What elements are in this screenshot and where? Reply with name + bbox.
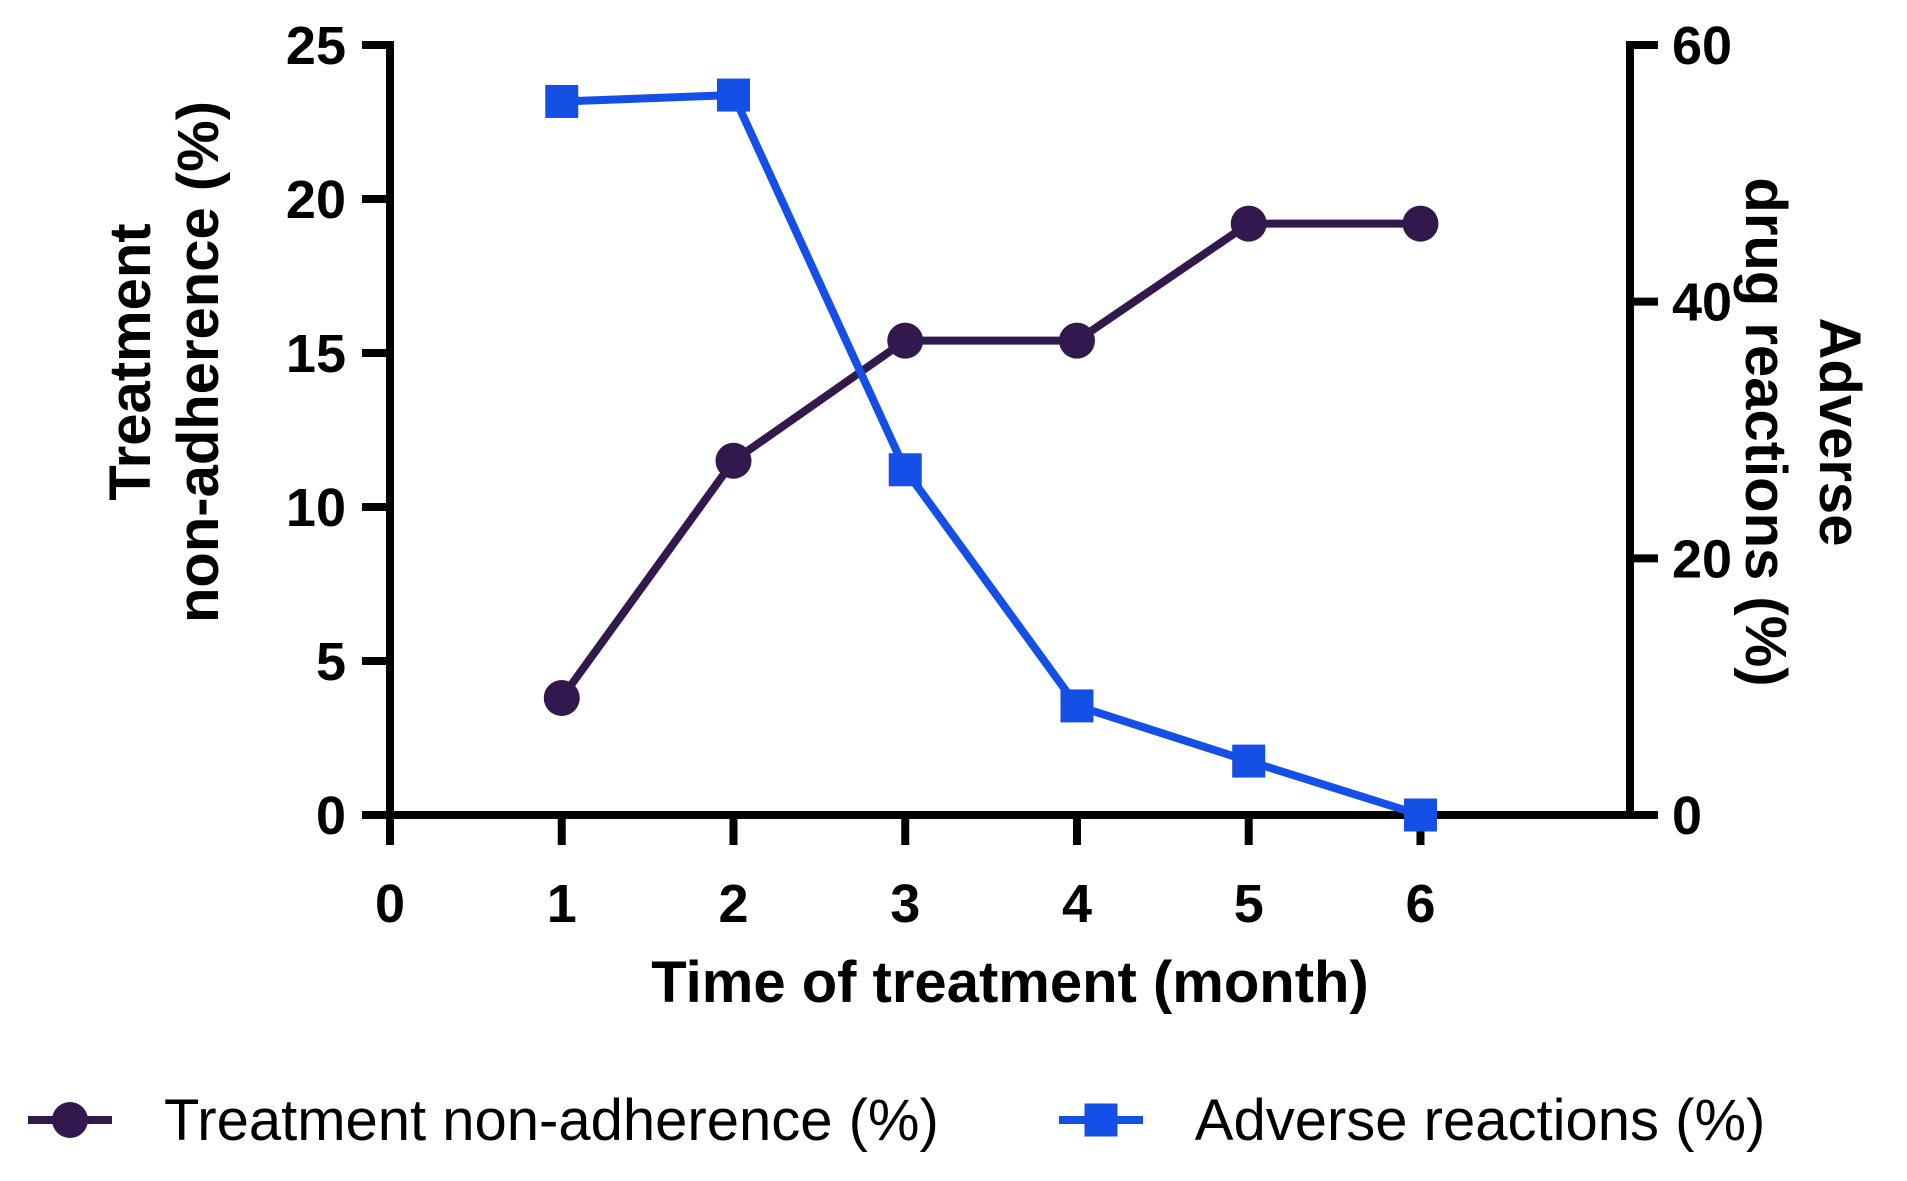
series-line — [557, 219, 1425, 702]
x-axis-tick-label: 6 — [1405, 874, 1435, 934]
dual-axis-line-chart: 0 5 10 15 20 25 0 20 40 60 0 1 2 3 4 5 6 Treatment non-a… — [98, 16, 1872, 1015]
circle-marker — [715, 442, 752, 479]
right-axis-tick-label: 20 — [1672, 529, 1732, 589]
legend-item-adverse-reactions: Adverse reactions (%) — [1057, 1080, 1766, 1160]
x-axis-title: Time of treatment (month) — [651, 950, 1369, 1015]
circle-marker — [543, 679, 580, 716]
axis-tick-labels: 0 5 10 15 20 25 0 20 40 60 0 1 2 3 4 5 6 — [286, 16, 1732, 934]
left-axis-title-line2: non-adherence (%) — [166, 101, 231, 623]
right-axis-title-line1: Adverse — [1807, 318, 1872, 547]
right-axis-tick-label: 40 — [1672, 273, 1732, 333]
right-axis-tick-label: 60 — [1672, 16, 1732, 76]
legend-label-non-adherence: Treatment non-adherence (%) — [164, 1087, 939, 1153]
right-axis-tick-label: 0 — [1672, 786, 1702, 846]
x-axis-tick-label: 5 — [1234, 874, 1264, 934]
series-non-adherence — [543, 205, 1439, 716]
square-marker — [545, 84, 579, 118]
square-marker — [888, 453, 922, 487]
right-axis-title-line2: drug reactions (%) — [1733, 177, 1798, 686]
left-axis-tick-label: 10 — [286, 478, 346, 538]
left-axis-tick-label: 0 — [316, 786, 346, 846]
x-axis-tick-label: 0 — [375, 874, 405, 934]
axis-ticks — [362, 41, 1658, 845]
left-axis-tick-label: 20 — [286, 170, 346, 230]
square-marker — [716, 78, 750, 112]
data-series — [543, 78, 1439, 832]
series-line — [557, 91, 1425, 819]
left-axis-tick-label: 15 — [286, 324, 346, 384]
left-axis-tick-label: 25 — [286, 16, 346, 76]
square-marker — [1232, 744, 1266, 778]
x-axis-tick-label: 2 — [718, 874, 748, 934]
x-axis-tick-label: 1 — [547, 874, 577, 934]
legend-item-non-adherence: Treatment non-adherence (%) — [26, 1080, 939, 1160]
circle-marker-icon — [28, 1102, 112, 1138]
square-marker — [1060, 689, 1094, 723]
square-marker — [1403, 798, 1437, 832]
circle-marker — [887, 322, 924, 359]
left-axis-tick-label: 5 — [316, 632, 346, 692]
legend-label-adverse-reactions: Adverse reactions (%) — [1194, 1087, 1766, 1153]
left-axis-title-line1: Treatment — [98, 223, 163, 500]
series-adverse-reactions — [545, 78, 1437, 832]
legend: Treatment non-adherence (%) Adverse reac… — [0, 1078, 1907, 1162]
x-axis-tick-label: 3 — [890, 874, 920, 934]
circle-marker — [1058, 322, 1095, 359]
x-axis-tick-label: 4 — [1062, 874, 1092, 934]
square-marker-icon — [1058, 1103, 1143, 1137]
circle-marker — [1402, 205, 1439, 242]
circle-marker — [1230, 205, 1267, 242]
